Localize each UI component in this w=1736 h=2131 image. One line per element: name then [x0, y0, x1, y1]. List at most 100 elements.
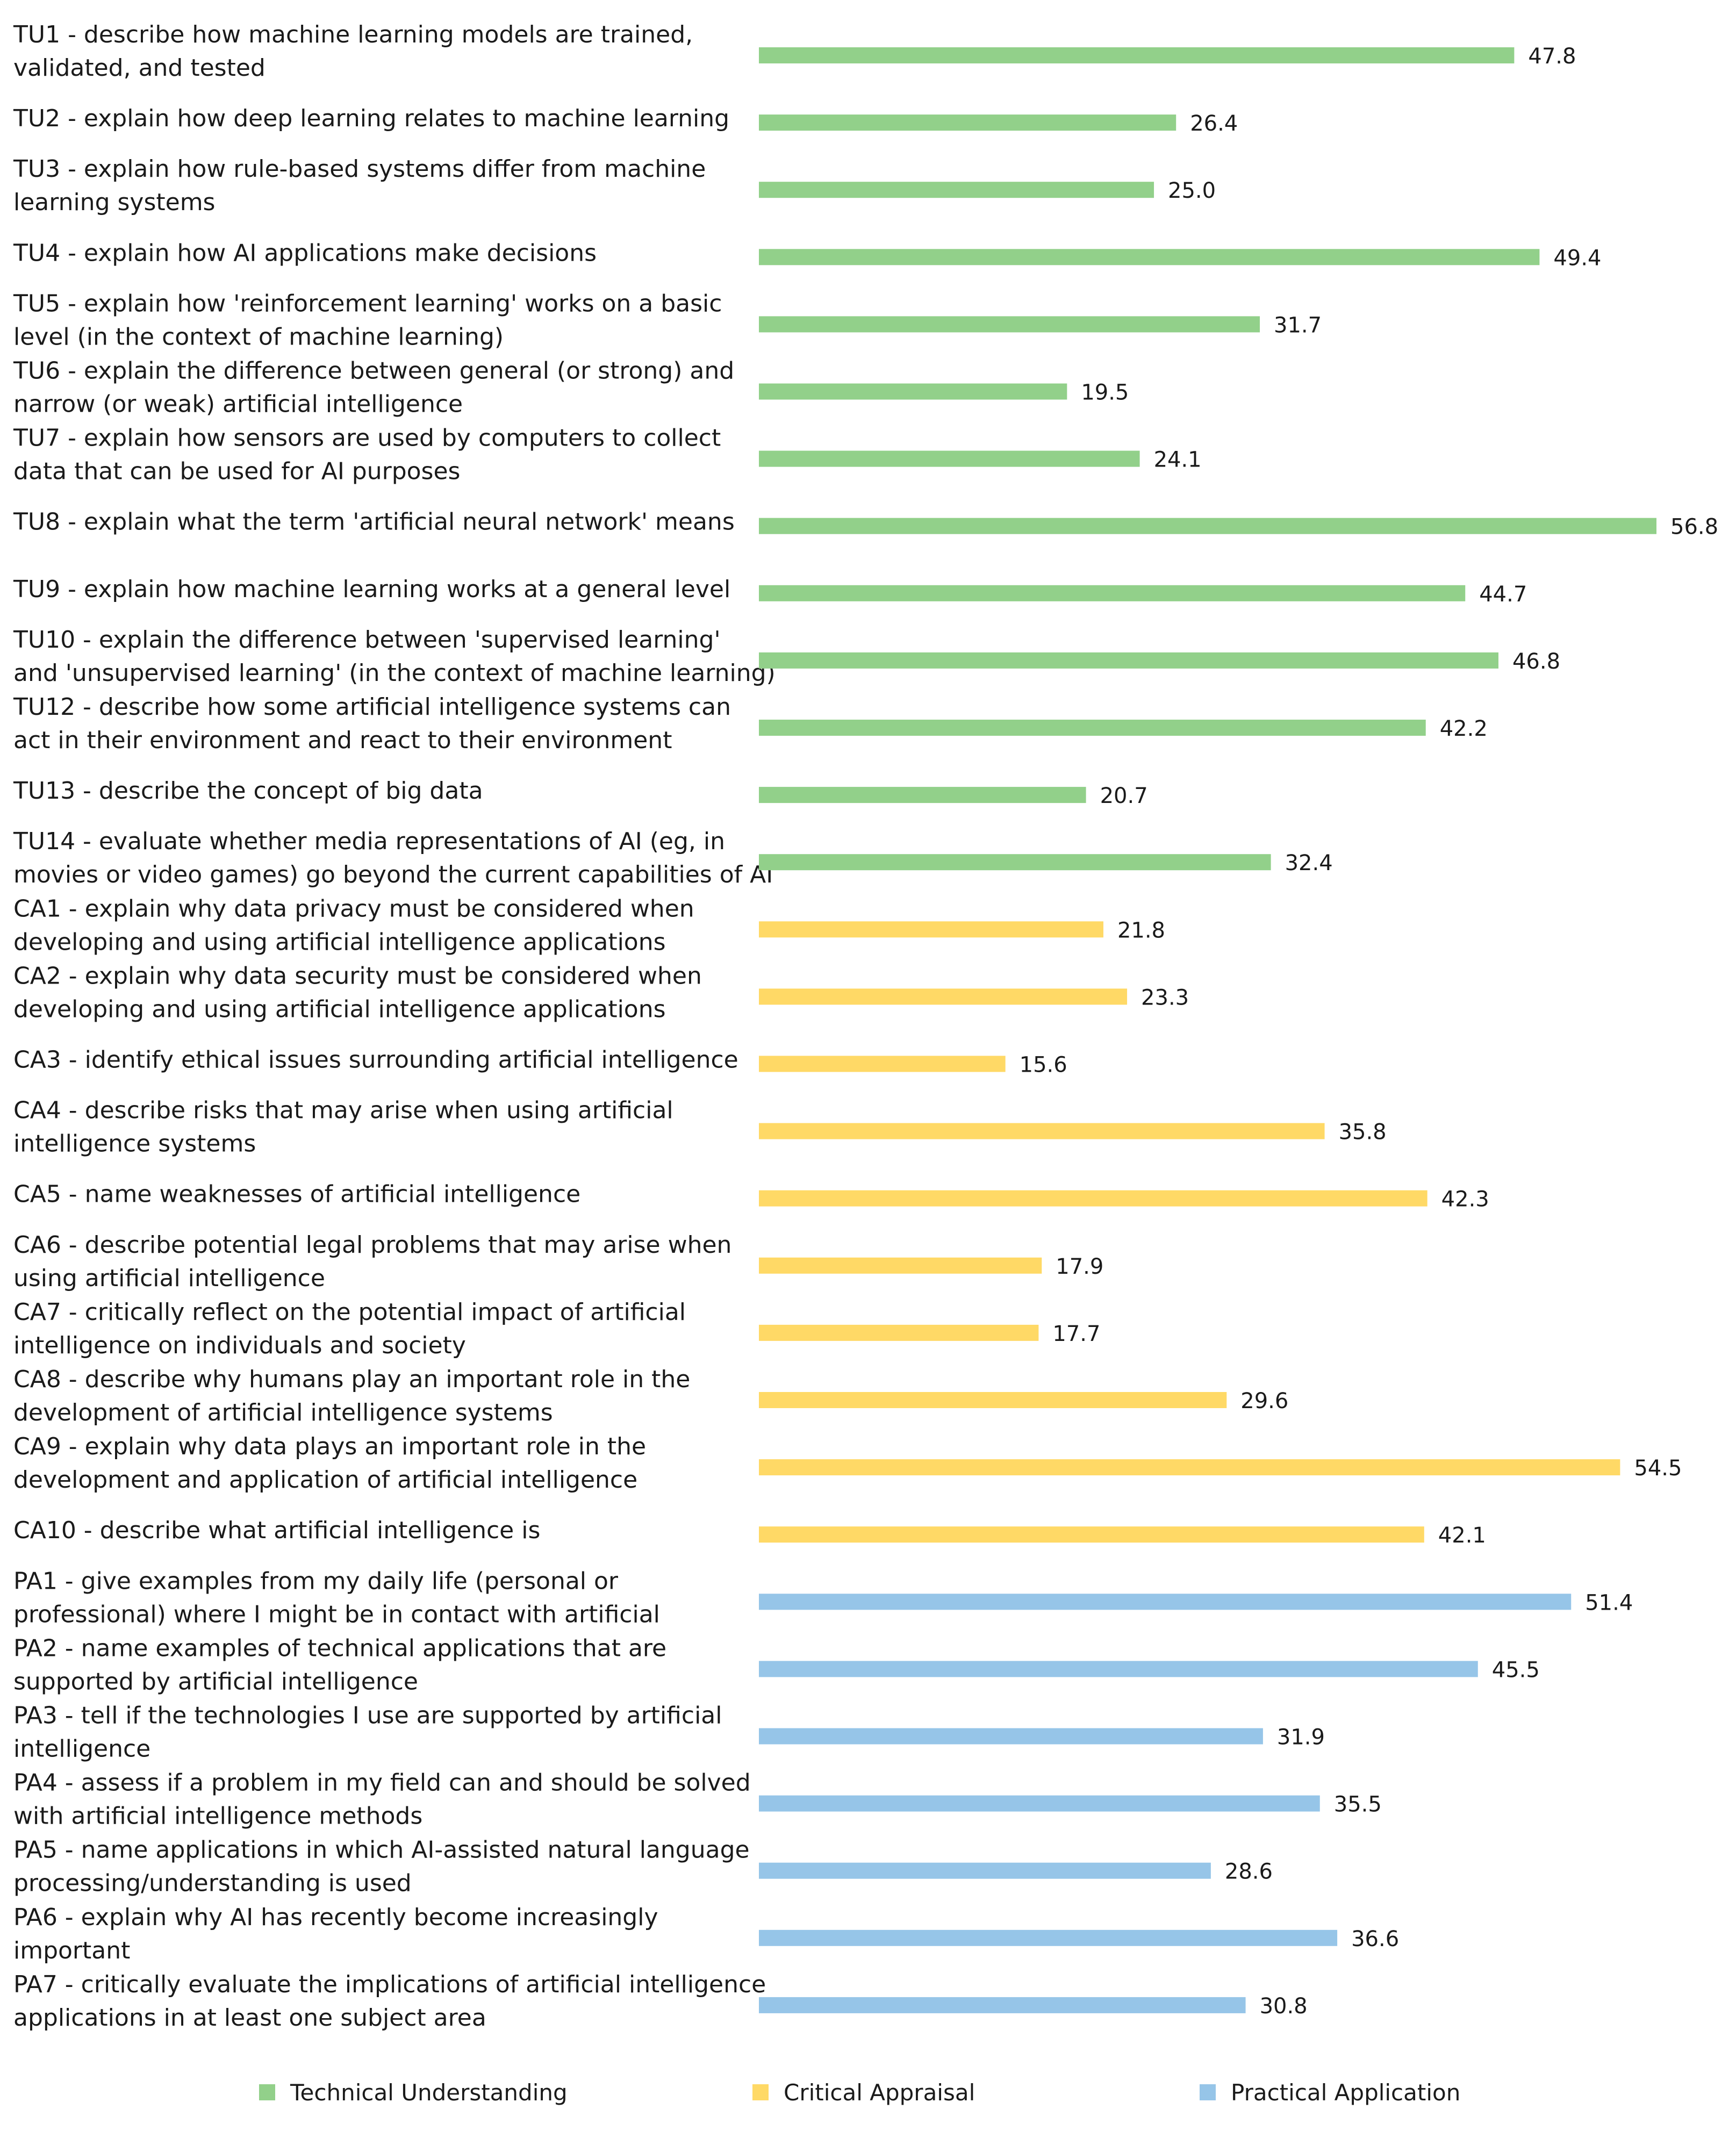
category-label-tu9: TU9 - explain how machine learning works…: [13, 576, 730, 603]
category-label-line: TU10 - explain the difference between 's…: [13, 626, 721, 654]
value-label-ca4: 35.8: [1339, 1120, 1387, 1145]
category-label-pa6: PA6 - explain why AI has recently become…: [13, 1904, 658, 1964]
bar-tu9: [759, 585, 1466, 601]
category-label-line: level (in the context of machine learnin…: [13, 323, 504, 350]
category-label-line: with artificial intelligence methods: [13, 1803, 422, 1830]
category-label-tu6: TU6 - explain the difference between gen…: [13, 357, 734, 418]
category-label-line: TU4 - explain how AI applications make d…: [13, 239, 597, 267]
category-label-line: and 'unsupervised learning' (in the cont…: [13, 659, 776, 687]
category-label-tu3: TU3 - explain how rule-based systems dif…: [13, 155, 706, 216]
category-label-line: development of artificial intelligence s…: [13, 1399, 553, 1426]
category-label-line: PA3 - tell if the technologies I use are…: [13, 1702, 722, 1730]
value-label-ca9: 54.5: [1634, 1456, 1682, 1481]
category-label-line: TU8 - explain what the term 'artificial …: [13, 508, 735, 536]
bar-pa4: [759, 1795, 1320, 1812]
legend-label: Critical Appraisal: [784, 2079, 975, 2106]
bar-ca10: [759, 1526, 1424, 1543]
value-label-ca5: 42.3: [1441, 1187, 1489, 1212]
bar-ca9: [759, 1459, 1620, 1476]
category-label-line: PA7 - critically evaluate the implicatio…: [13, 1971, 766, 1998]
category-label-line: movies or video games) go beyond the cur…: [13, 861, 773, 888]
category-label-line: TU3 - explain how rule-based systems dif…: [13, 155, 706, 183]
bar-ca7: [759, 1324, 1039, 1341]
value-label-pa2: 45.5: [1492, 1658, 1540, 1682]
category-label-ca3: CA3 - identify ethical issues surroundin…: [13, 1046, 738, 1074]
category-label-pa7: PA7 - critically evaluate the implicatio…: [13, 1971, 766, 2032]
bars: [759, 47, 1656, 2013]
category-label-ca2: CA2 - explain why data security must be …: [13, 962, 702, 1023]
category-label-line: intelligence: [13, 1735, 150, 1763]
category-label-ca1: CA1 - explain why data privacy must be c…: [13, 895, 694, 956]
category-label-tu5: TU5 - explain how 'reinforcement learnin…: [13, 290, 722, 350]
category-label-line: supported by artificial intelligence: [13, 1668, 418, 1695]
value-label-tu13: 20.7: [1100, 784, 1148, 808]
category-label-line: developing and using artificial intellig…: [13, 995, 666, 1023]
category-labels: TU1 - describe how machine learning mode…: [13, 21, 776, 2032]
category-label-line: TU1 - describe how machine learning mode…: [13, 21, 693, 48]
legend-item-technical-understanding: Technical Understanding: [259, 2079, 568, 2106]
bar-pa1: [759, 1594, 1572, 1610]
value-label-tu2: 26.4: [1190, 111, 1238, 136]
bar-ca5: [759, 1190, 1427, 1207]
category-label-tu1: TU1 - describe how machine learning mode…: [13, 21, 693, 82]
category-label-tu12: TU12 - describe how some artificial inte…: [13, 693, 731, 754]
category-label-line: TU5 - explain how 'reinforcement learnin…: [13, 290, 722, 317]
bar-tu6: [759, 383, 1067, 400]
bar-pa6: [759, 1929, 1338, 1946]
category-label-line: CA10 - describe what artificial intellig…: [13, 1517, 540, 1544]
category-label-line: narrow (or weak) artificial intelligence: [13, 391, 463, 418]
category-label-line: validated, and tested: [13, 54, 266, 82]
value-label-tu9: 44.7: [1479, 582, 1527, 607]
category-label-line: using artificial intelligence: [13, 1265, 325, 1292]
category-label-tu14: TU14 - evaluate whether media representa…: [13, 828, 773, 888]
category-label-pa1: PA1 - give examples from my daily life (…: [13, 1567, 660, 1628]
category-label-tu7: TU7 - explain how sensors are used by co…: [13, 425, 721, 485]
value-label-ca7: 17.7: [1052, 1322, 1100, 1346]
value-label-pa3: 31.9: [1277, 1725, 1325, 1750]
category-label-line: data that can be used for AI purposes: [13, 458, 460, 485]
category-label-ca4: CA4 - describe risks that may arise when…: [13, 1097, 673, 1158]
value-label-tu6: 19.5: [1081, 381, 1129, 405]
bar-tu7: [759, 450, 1140, 467]
category-label-pa2: PA2 - name examples of technical applica…: [13, 1634, 666, 1695]
category-label-line: PA4 - assess if a problem in my field ca…: [13, 1769, 751, 1797]
category-label-line: TU14 - evaluate whether media representa…: [13, 828, 725, 855]
bar-tu14: [759, 854, 1271, 871]
category-label-line: TU6 - explain the difference between gen…: [13, 357, 734, 385]
category-label-line: PA5 - name applications in which AI-assi…: [13, 1836, 750, 1864]
value-label-ca6: 17.9: [1056, 1254, 1103, 1279]
category-label-line: professional) where I might be in contac…: [13, 1601, 660, 1628]
value-label-tu3: 25.0: [1168, 178, 1216, 203]
category-label-line: TU7 - explain how sensors are used by co…: [13, 425, 721, 452]
value-label-pa5: 28.6: [1225, 1860, 1273, 1884]
value-label-tu4: 49.4: [1553, 246, 1601, 270]
category-label-line: intelligence systems: [13, 1130, 256, 1158]
category-label-line: processing/understanding is used: [13, 1870, 412, 1897]
category-label-line: TU12 - describe how some artificial inte…: [13, 693, 731, 721]
bar-pa2: [759, 1661, 1478, 1677]
value-label-ca8: 29.6: [1240, 1389, 1288, 1414]
category-label-line: developing and using artificial intellig…: [13, 928, 666, 956]
value-label-tu14: 32.4: [1285, 851, 1333, 876]
bar-ca4: [759, 1123, 1325, 1139]
legend: Technical Understanding Critical Appraisa…: [259, 2079, 1460, 2106]
category-label-line: PA1 - give examples from my daily life (…: [13, 1567, 619, 1595]
bar-tu3: [759, 182, 1154, 198]
value-label-tu1: 47.8: [1528, 44, 1576, 69]
category-label-ca8: CA8 - describe why humans play an import…: [13, 1366, 690, 1426]
value-label-tu7: 24.1: [1154, 448, 1202, 472]
category-label-line: PA6 - explain why AI has recently become…: [13, 1904, 658, 1931]
category-label-line: act in their environment and react to th…: [13, 727, 672, 754]
value-label-ca3: 15.6: [1020, 1053, 1067, 1078]
category-label-tu13: TU13 - describe the concept of big data: [13, 777, 483, 805]
bar-ca2: [759, 988, 1128, 1005]
category-label-line: CA9 - explain why data plays an importan…: [13, 1433, 646, 1460]
bar-tu13: [759, 787, 1086, 803]
value-label-pa1: 51.4: [1585, 1590, 1633, 1615]
value-label-ca2: 23.3: [1141, 985, 1189, 1010]
category-label-line: TU9 - explain how machine learning works…: [13, 576, 730, 603]
category-label-ca10: CA10 - describe what artificial intellig…: [13, 1517, 540, 1544]
bar-ca6: [759, 1257, 1042, 1274]
value-labels: 47.8 26.4 25.0 49.4 31.7 19.5 24.1 56.8 44.7 46.8…: [1020, 44, 1718, 2019]
